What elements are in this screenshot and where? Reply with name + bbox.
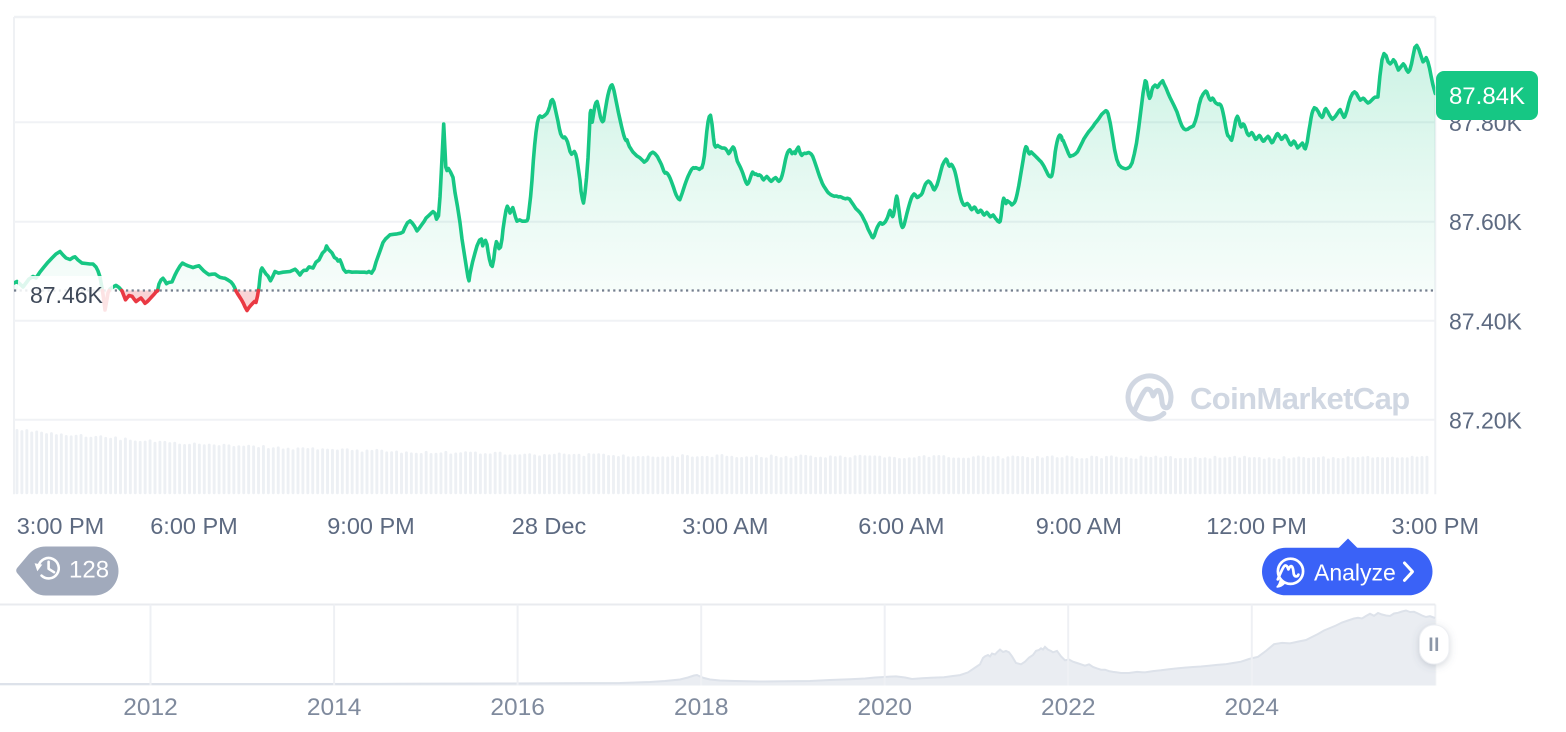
svg-text:128: 128: [69, 557, 109, 584]
svg-text:87.60K: 87.60K: [1449, 209, 1523, 235]
svg-text:3:00 AM: 3:00 AM: [682, 513, 768, 539]
svg-text:2018: 2018: [674, 694, 729, 721]
svg-text:2012: 2012: [123, 694, 178, 721]
svg-text:87.84K: 87.84K: [1449, 83, 1525, 110]
svg-text:6:00 PM: 6:00 PM: [150, 513, 238, 539]
svg-text:87.20K: 87.20K: [1449, 407, 1523, 433]
svg-text:2024: 2024: [1225, 694, 1280, 721]
svg-text:2016: 2016: [490, 694, 545, 721]
svg-text:CoinMarketCap: CoinMarketCap: [1190, 381, 1410, 416]
svg-text:28 Dec: 28 Dec: [512, 513, 587, 539]
svg-text:87.46K: 87.46K: [30, 282, 104, 308]
svg-text:3:00 PM: 3:00 PM: [17, 513, 105, 539]
svg-text:3:00 PM: 3:00 PM: [1392, 513, 1480, 539]
svg-text:12:00 PM: 12:00 PM: [1206, 513, 1307, 539]
svg-text:87.40K: 87.40K: [1449, 308, 1523, 334]
svg-text:6:00 AM: 6:00 AM: [858, 513, 944, 539]
svg-text:Analyze: Analyze: [1314, 560, 1396, 586]
svg-text:2022: 2022: [1041, 694, 1096, 721]
svg-text:2014: 2014: [307, 694, 362, 721]
svg-text:9:00 AM: 9:00 AM: [1036, 513, 1122, 539]
svg-text:9:00 PM: 9:00 PM: [327, 513, 415, 539]
svg-text:2020: 2020: [857, 694, 912, 721]
